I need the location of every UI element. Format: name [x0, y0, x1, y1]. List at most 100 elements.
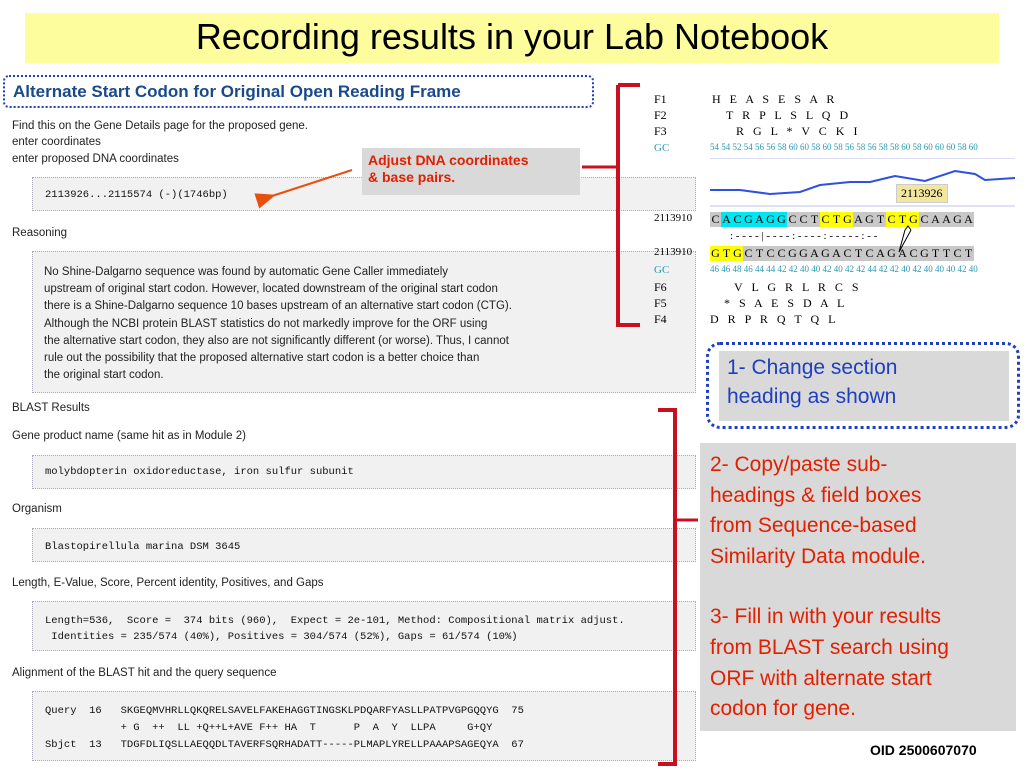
oid-label: OID 2500607070 — [870, 742, 977, 758]
length-field[interactable]: Length=536, Score = 374 bits (960), Expe… — [32, 601, 696, 651]
nucleotide: A — [853, 212, 864, 227]
callout2-line: from BLAST search using — [710, 635, 949, 659]
nucleotide: G — [908, 212, 919, 227]
frame-label: F4 — [654, 312, 667, 326]
nucleotide: T — [963, 246, 974, 261]
gc-label: GC — [654, 264, 670, 276]
callout2-line — [710, 572, 1006, 602]
gc-label: GC — [654, 142, 670, 154]
nucleotide: T — [809, 212, 820, 227]
callout-instructions: 2- Copy/paste sub- headings & field boxe… — [700, 443, 1016, 731]
reasoning-line: Although the NCBI protein BLAST statisti… — [44, 317, 488, 330]
blast-results-label: BLAST Results — [12, 402, 90, 414]
nucleotide: A — [721, 212, 732, 227]
nucleotide: T — [721, 246, 732, 261]
gene-product-label: Gene product name (same hit as in Module… — [12, 430, 246, 442]
nucleotide: T — [897, 212, 908, 227]
organism-field[interactable]: Blastopirellula marina DSM 3645 — [32, 528, 696, 562]
nucleotide: G — [710, 246, 721, 261]
reasoning-line: the alternative start codon, they also a… — [44, 334, 509, 347]
nucleotide: C — [952, 246, 963, 261]
section-heading-box: Alternate Start Codon for Original Open … — [3, 75, 594, 108]
nucleotide: A — [809, 246, 820, 261]
nucleotide: T — [754, 246, 765, 261]
nucleotide: G — [776, 212, 787, 227]
organism-label: Organism — [12, 503, 62, 515]
reasoning-field[interactable] — [32, 251, 696, 393]
sequence-viewer: F1 H E A S E S A R F2 T R P L S L Q D F3 R … — [650, 88, 1020, 328]
frame-f2: T R P L S L Q D — [726, 108, 849, 122]
alignment-field[interactable]: Query 16 SKGEQMVHRLLQKQRELSAVELFAKEHAGGT… — [32, 691, 696, 761]
nucleotide: C — [743, 246, 754, 261]
gc-top-values: 54 54 52 54 56 56 58 60 60 58 60 58 56 5… — [710, 142, 978, 152]
nucleotide: T — [875, 212, 886, 227]
nucleotide: G — [798, 246, 809, 261]
nucleotide: A — [875, 246, 886, 261]
alignment-label: Alignment of the BLAST hit and the query… — [12, 667, 277, 679]
gc-bottom-values: 46 46 48 46 44 44 42 42 40 40 42 40 42 4… — [710, 264, 978, 274]
nucleotide: A — [963, 212, 974, 227]
length-label: Length, E-Value, Score, Percent identity… — [12, 577, 324, 589]
nucleotide: G — [886, 246, 897, 261]
nucleotide: C — [842, 246, 853, 261]
length-line-2: Identities = 235/574 (40%), Positives = … — [45, 631, 518, 643]
callout2-line: 2- Copy/paste sub- — [710, 453, 888, 476]
adjust-coordinates-note: Adjust DNA coordinates & base pairs. — [362, 148, 580, 195]
callout2-line: Similarity Data module. — [710, 544, 926, 568]
nucleotide: C — [908, 246, 919, 261]
nucleotide: A — [941, 212, 952, 227]
gc-plot — [710, 158, 1016, 207]
frame-label: F1 — [654, 92, 667, 106]
frame-label: F2 — [654, 108, 667, 122]
reasoning-text: No Shine-Dalgarno sequence was found by … — [44, 264, 512, 384]
alignment-query: Query 16 SKGEQMVHRLLQKQRELSAVELFAKEHAGGT… — [45, 705, 524, 717]
alignment-midline: + G ++ LL +Q++L+AVE F++ HA T P A Y LLPA … — [45, 722, 493, 734]
bottom-coord: 2113910 — [654, 246, 693, 258]
nucleotide: C — [798, 212, 809, 227]
nucleotide: C — [919, 212, 930, 227]
nucleotide: A — [754, 212, 765, 227]
adjust-note-line: & base pairs. — [368, 169, 456, 185]
nucleotide: T — [941, 246, 952, 261]
codon-pointer — [898, 225, 912, 253]
reasoning-label: Reasoning — [12, 227, 67, 239]
intro-line-2: enter coordinates — [12, 136, 101, 148]
nucleotide: C — [886, 212, 897, 227]
bracket-bottom — [658, 408, 677, 766]
adjust-arrow — [254, 169, 353, 209]
gene-product-field[interactable]: molybdopterin oxidoreductase, iron sulfu… — [32, 455, 696, 489]
nucleotide: C — [732, 212, 743, 227]
nucleotide: C — [820, 212, 831, 227]
match-line: : - - - - | - - - - : - - - - : - - - - … — [730, 230, 878, 242]
gene-product-value: molybdopterin oxidoreductase, iron sulfu… — [45, 466, 354, 478]
coordinates-value: 2113926...2115574 (-)(1746bp) — [45, 189, 228, 201]
bracket-top — [616, 83, 640, 327]
length-line-1: Length=536, Score = 374 bits (960), Expe… — [45, 615, 625, 627]
nucleotide: G — [820, 246, 831, 261]
position-tag: 2113926 — [896, 184, 948, 203]
nucleotide: G — [765, 212, 776, 227]
callout2-line: from Sequence-based — [710, 514, 917, 538]
adjust-note-line: Adjust DNA coordinates — [368, 152, 529, 168]
frame-label: F5 — [654, 296, 667, 310]
alignment-subject: Sbjct 13 TDGFDLIQSLLAEQQDLTAVERFSQRHADAT… — [45, 739, 524, 751]
intro-line-1: Find this on the Gene Details page for t… — [12, 120, 309, 132]
frame-f6: V L G R L R C S — [734, 280, 859, 294]
reasoning-line: No Shine-Dalgarno sequence was found by … — [44, 266, 448, 278]
nucleotide: C — [765, 246, 776, 261]
nucleotide: G — [732, 246, 743, 261]
nucleotide: G — [842, 212, 853, 227]
frame-label: F3 — [654, 124, 667, 138]
reasoning-line: there is a Shine-Dalgarno sequence 10 ba… — [44, 300, 512, 313]
organism-value: Blastopirellula marina DSM 3645 — [45, 541, 241, 553]
nucleotide: G — [952, 212, 963, 227]
section-heading: Alternate Start Codon for Original Open … — [13, 82, 461, 101]
reasoning-line: upstream of original start codon. Howeve… — [44, 283, 498, 296]
nucleotide: C — [787, 212, 798, 227]
intro-line-3: enter proposed DNA coordinates — [12, 153, 179, 165]
top-coord: 2113910 — [654, 212, 693, 224]
callout1-line: heading as shown — [727, 385, 897, 408]
